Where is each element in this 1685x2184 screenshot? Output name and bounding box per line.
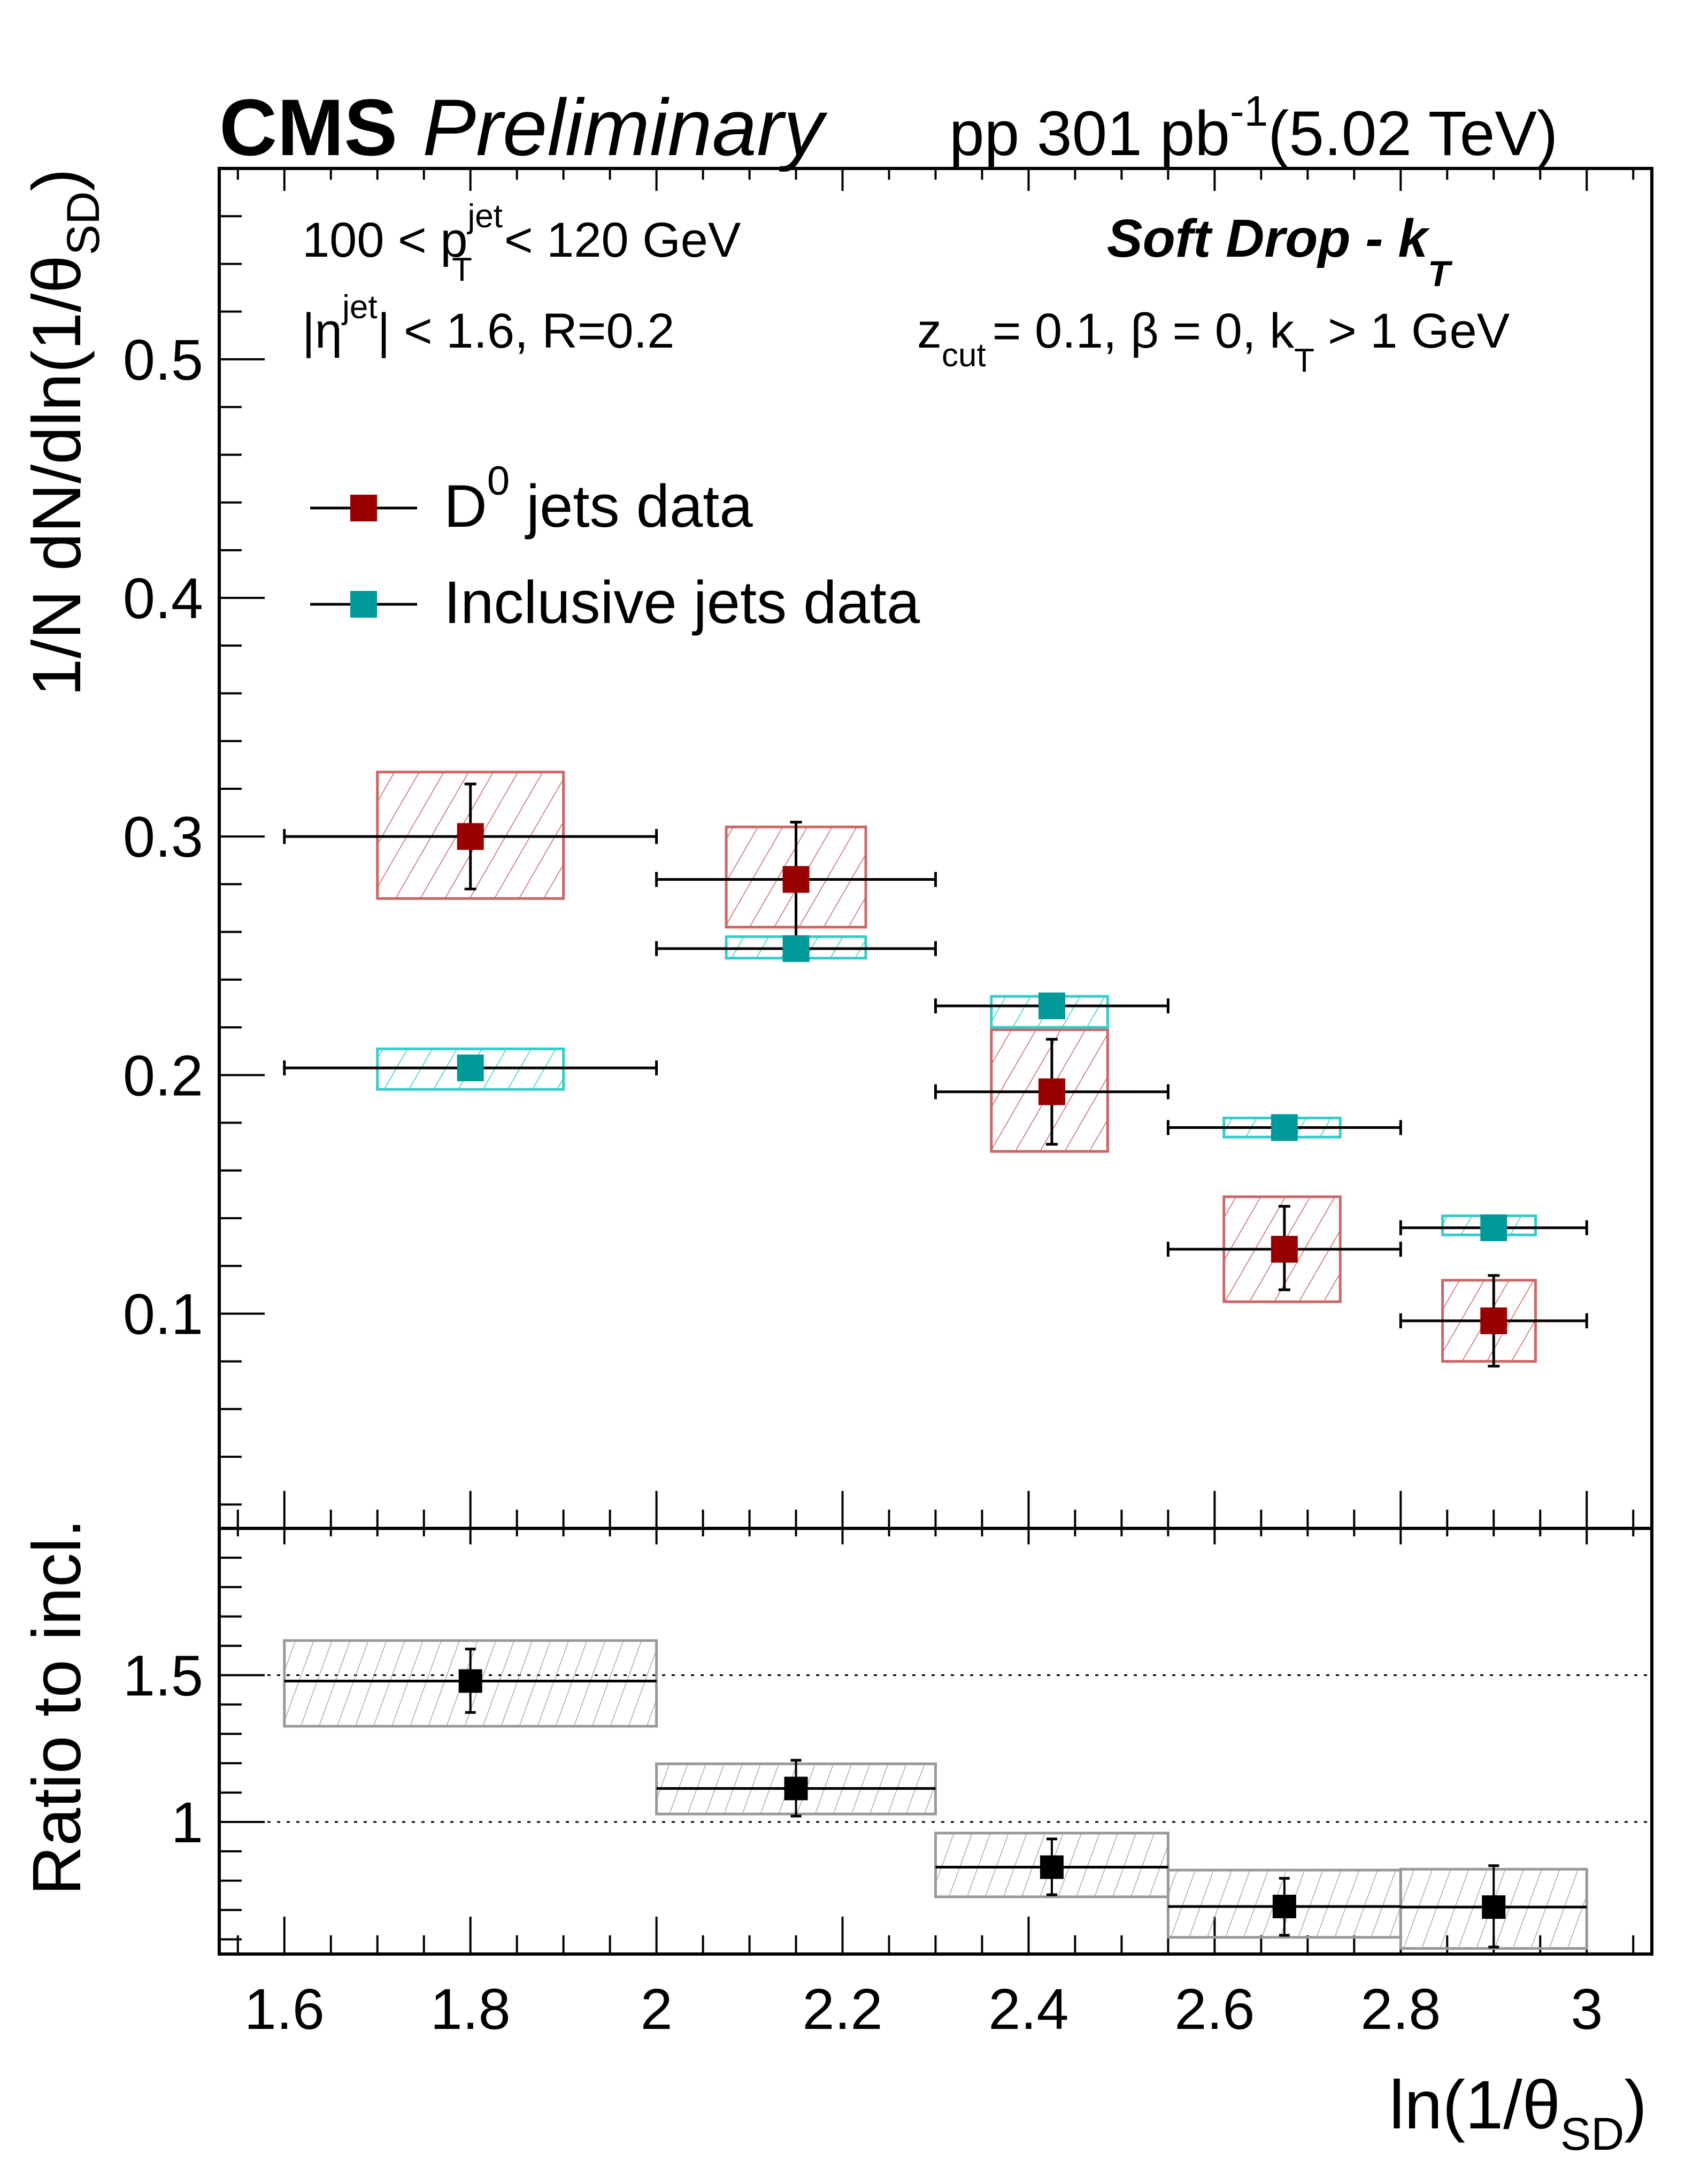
- incl-marker: [1480, 1214, 1507, 1241]
- legend-d0-label-sup: 0: [487, 458, 510, 504]
- pt-range-pre: 100 < p: [302, 213, 468, 267]
- grooming-params: zcut = 0.1, β = 0, kT > 1 GeV: [917, 304, 1510, 379]
- legend-d0-marker: [350, 495, 377, 521]
- incl-marker: [1271, 1114, 1298, 1141]
- grooming-title: Soft Drop - kT: [1107, 209, 1453, 294]
- x-tick-label: 2: [641, 1977, 673, 2041]
- pt-range-sub: T: [452, 251, 472, 288]
- grooming-params-mid: = 0.1, β = 0, k: [992, 304, 1295, 358]
- d0-marker: [457, 823, 484, 850]
- ratio-y-tick-label: 1: [171, 1790, 203, 1855]
- y-title-main-close: ): [19, 168, 95, 191]
- eta-pre: |η: [302, 304, 342, 358]
- eta-sup: jet: [341, 289, 377, 326]
- eta-cut-annotation: |ηjet| < 1.6, R=0.2: [302, 289, 674, 358]
- legend-d0-label: D0 jets data: [444, 458, 753, 540]
- x-tick-label: 1.6: [244, 1977, 325, 2041]
- x-tick-label: 2.6: [1174, 1977, 1255, 2041]
- x-title-sub: SD: [1560, 2109, 1624, 2160]
- ratio-marker: [458, 1669, 482, 1693]
- main-y-tick-label: 0.3: [123, 804, 203, 869]
- d0-marker: [782, 866, 810, 893]
- x-axis-title: ln(1/θSD): [1389, 2067, 1647, 2160]
- x-title-text: ln(1/θ: [1389, 2067, 1560, 2143]
- status-label: Preliminary: [422, 82, 828, 172]
- grooming-title-main: Soft Drop - k: [1107, 209, 1430, 268]
- ratio-marker: [1482, 1895, 1506, 1919]
- kt-subscript: T: [1294, 342, 1314, 379]
- pt-range-post: < 120 GeV: [504, 213, 741, 267]
- lumi-exponent: -1: [1230, 87, 1268, 135]
- legend-incl-label: Inclusive jets data: [444, 569, 920, 636]
- legend-entry-d0: D0 jets data: [310, 458, 753, 540]
- legend-d0-label-rest: jets data: [510, 473, 753, 540]
- legend-d0-label-main: D: [444, 473, 487, 540]
- lumi-prefix: pp 301 pb: [949, 98, 1230, 169]
- incl-marker: [457, 1054, 484, 1081]
- main-axes: 0.1 0.2 0.3 0.4 0.5: [123, 168, 1635, 1528]
- pt-range-annotation: 100 < pjet T < 120 GeV: [302, 198, 741, 288]
- main-y-tick-label: 0.2: [123, 1043, 203, 1108]
- ratio-marker: [1272, 1895, 1296, 1919]
- z-symbol: z: [917, 304, 942, 358]
- d0-marker: [1271, 1236, 1298, 1263]
- d0-marker: [1038, 1078, 1065, 1105]
- main-data-marks: [283, 771, 1588, 1368]
- ratio-marker: [784, 1777, 808, 1801]
- legend-entry-inclusive: Inclusive jets data: [310, 569, 920, 636]
- eta-post: | < 1.6, R=0.2: [378, 304, 675, 358]
- y-title-main-sub: SD: [58, 191, 109, 255]
- main-y-tick-label: 0.1: [123, 1281, 203, 1346]
- legend: D0 jets data Inclusive jets data: [310, 458, 920, 636]
- main-y-tick-label: 0.4: [123, 566, 203, 630]
- ratio-data-marks: [283, 1639, 1588, 1950]
- z-subscript: cut: [942, 337, 986, 374]
- incl-marker: [782, 935, 810, 962]
- x-tick-label: 3: [1571, 1977, 1603, 2041]
- pt-range-sup: jet: [467, 198, 503, 235]
- lumi-label: pp 301 pb-1(5.02 TeV): [949, 87, 1558, 169]
- y-title-main-text: 1/N dN/dln(1/θ: [19, 255, 95, 696]
- ratio-axes: 1.6 1.8 2 2.2 2.4 2.6 2.8 3 1 1.5: [123, 1527, 1652, 2041]
- x-tick-label: 2.4: [988, 1977, 1068, 2041]
- grooming-params-post: > 1 GeV: [1328, 304, 1510, 358]
- grooming-title-sub: T: [1428, 253, 1453, 294]
- y-axis-title-ratio: Ratio to incl.: [19, 1519, 95, 1895]
- x-title-close: ): [1624, 2067, 1647, 2143]
- d0-marker: [1480, 1307, 1507, 1334]
- x-tick-label: 1.8: [430, 1977, 511, 2041]
- y-axis-title-main: 1/N dN/dln(1/θSD): [19, 168, 109, 696]
- incl-marker: [1038, 992, 1065, 1019]
- energy-label: (5.02 TeV): [1268, 98, 1558, 169]
- x-tick-label: 2.2: [802, 1977, 882, 2041]
- legend-incl-marker: [350, 591, 377, 618]
- ratio-y-tick-label: 1.5: [123, 1643, 203, 1708]
- experiment-label: CMS: [219, 82, 397, 172]
- ratio-marker: [1040, 1855, 1064, 1879]
- x-tick-label: 2.8: [1360, 1977, 1441, 2041]
- main-y-tick-label: 0.5: [123, 327, 203, 392]
